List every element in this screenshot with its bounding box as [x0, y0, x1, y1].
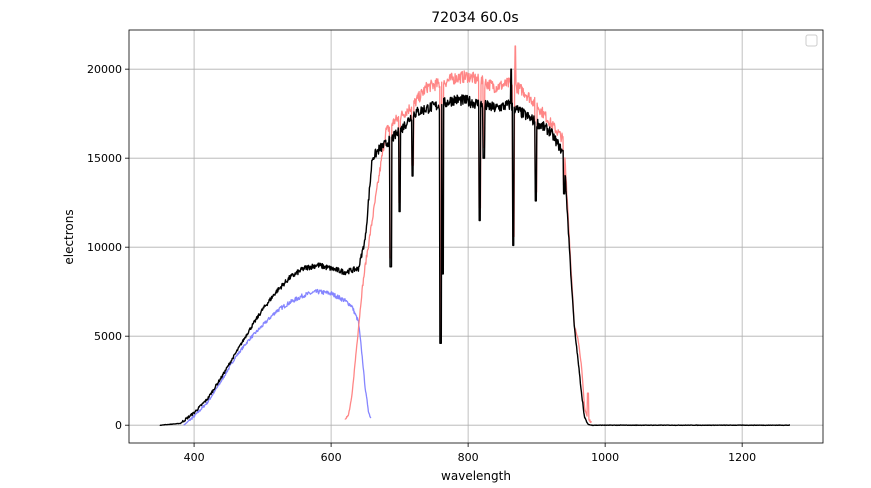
y-tick-label: 5000: [94, 330, 122, 343]
plot-frame: [128, 29, 824, 444]
y-tick-label: 10000: [87, 241, 122, 254]
x-tick-label: 1200: [728, 451, 756, 464]
red-spectrum-line: [344, 45, 592, 424]
x-tick-label: 600: [321, 451, 342, 464]
x-tick-label: 400: [184, 451, 205, 464]
axis-ticks: 400 600 800 1000 1200 0 5000 10000 15000 20000: [87, 63, 756, 464]
chart-title: 72034 60.0s: [431, 10, 518, 26]
black-spectrum-line: [159, 68, 791, 427]
x-tick-label: 800: [458, 451, 479, 464]
x-axis-label: wavelength: [441, 469, 511, 483]
y-axis-label: electrons: [62, 209, 76, 264]
data-series: [159, 45, 791, 427]
legend-box: [805, 34, 818, 47]
y-tick-label: 0: [115, 419, 122, 432]
blue-spectrum-line: [183, 288, 372, 426]
y-tick-label: 20000: [87, 63, 122, 76]
y-tick-label: 15000: [87, 152, 122, 165]
x-tick-label: 1000: [591, 451, 619, 464]
